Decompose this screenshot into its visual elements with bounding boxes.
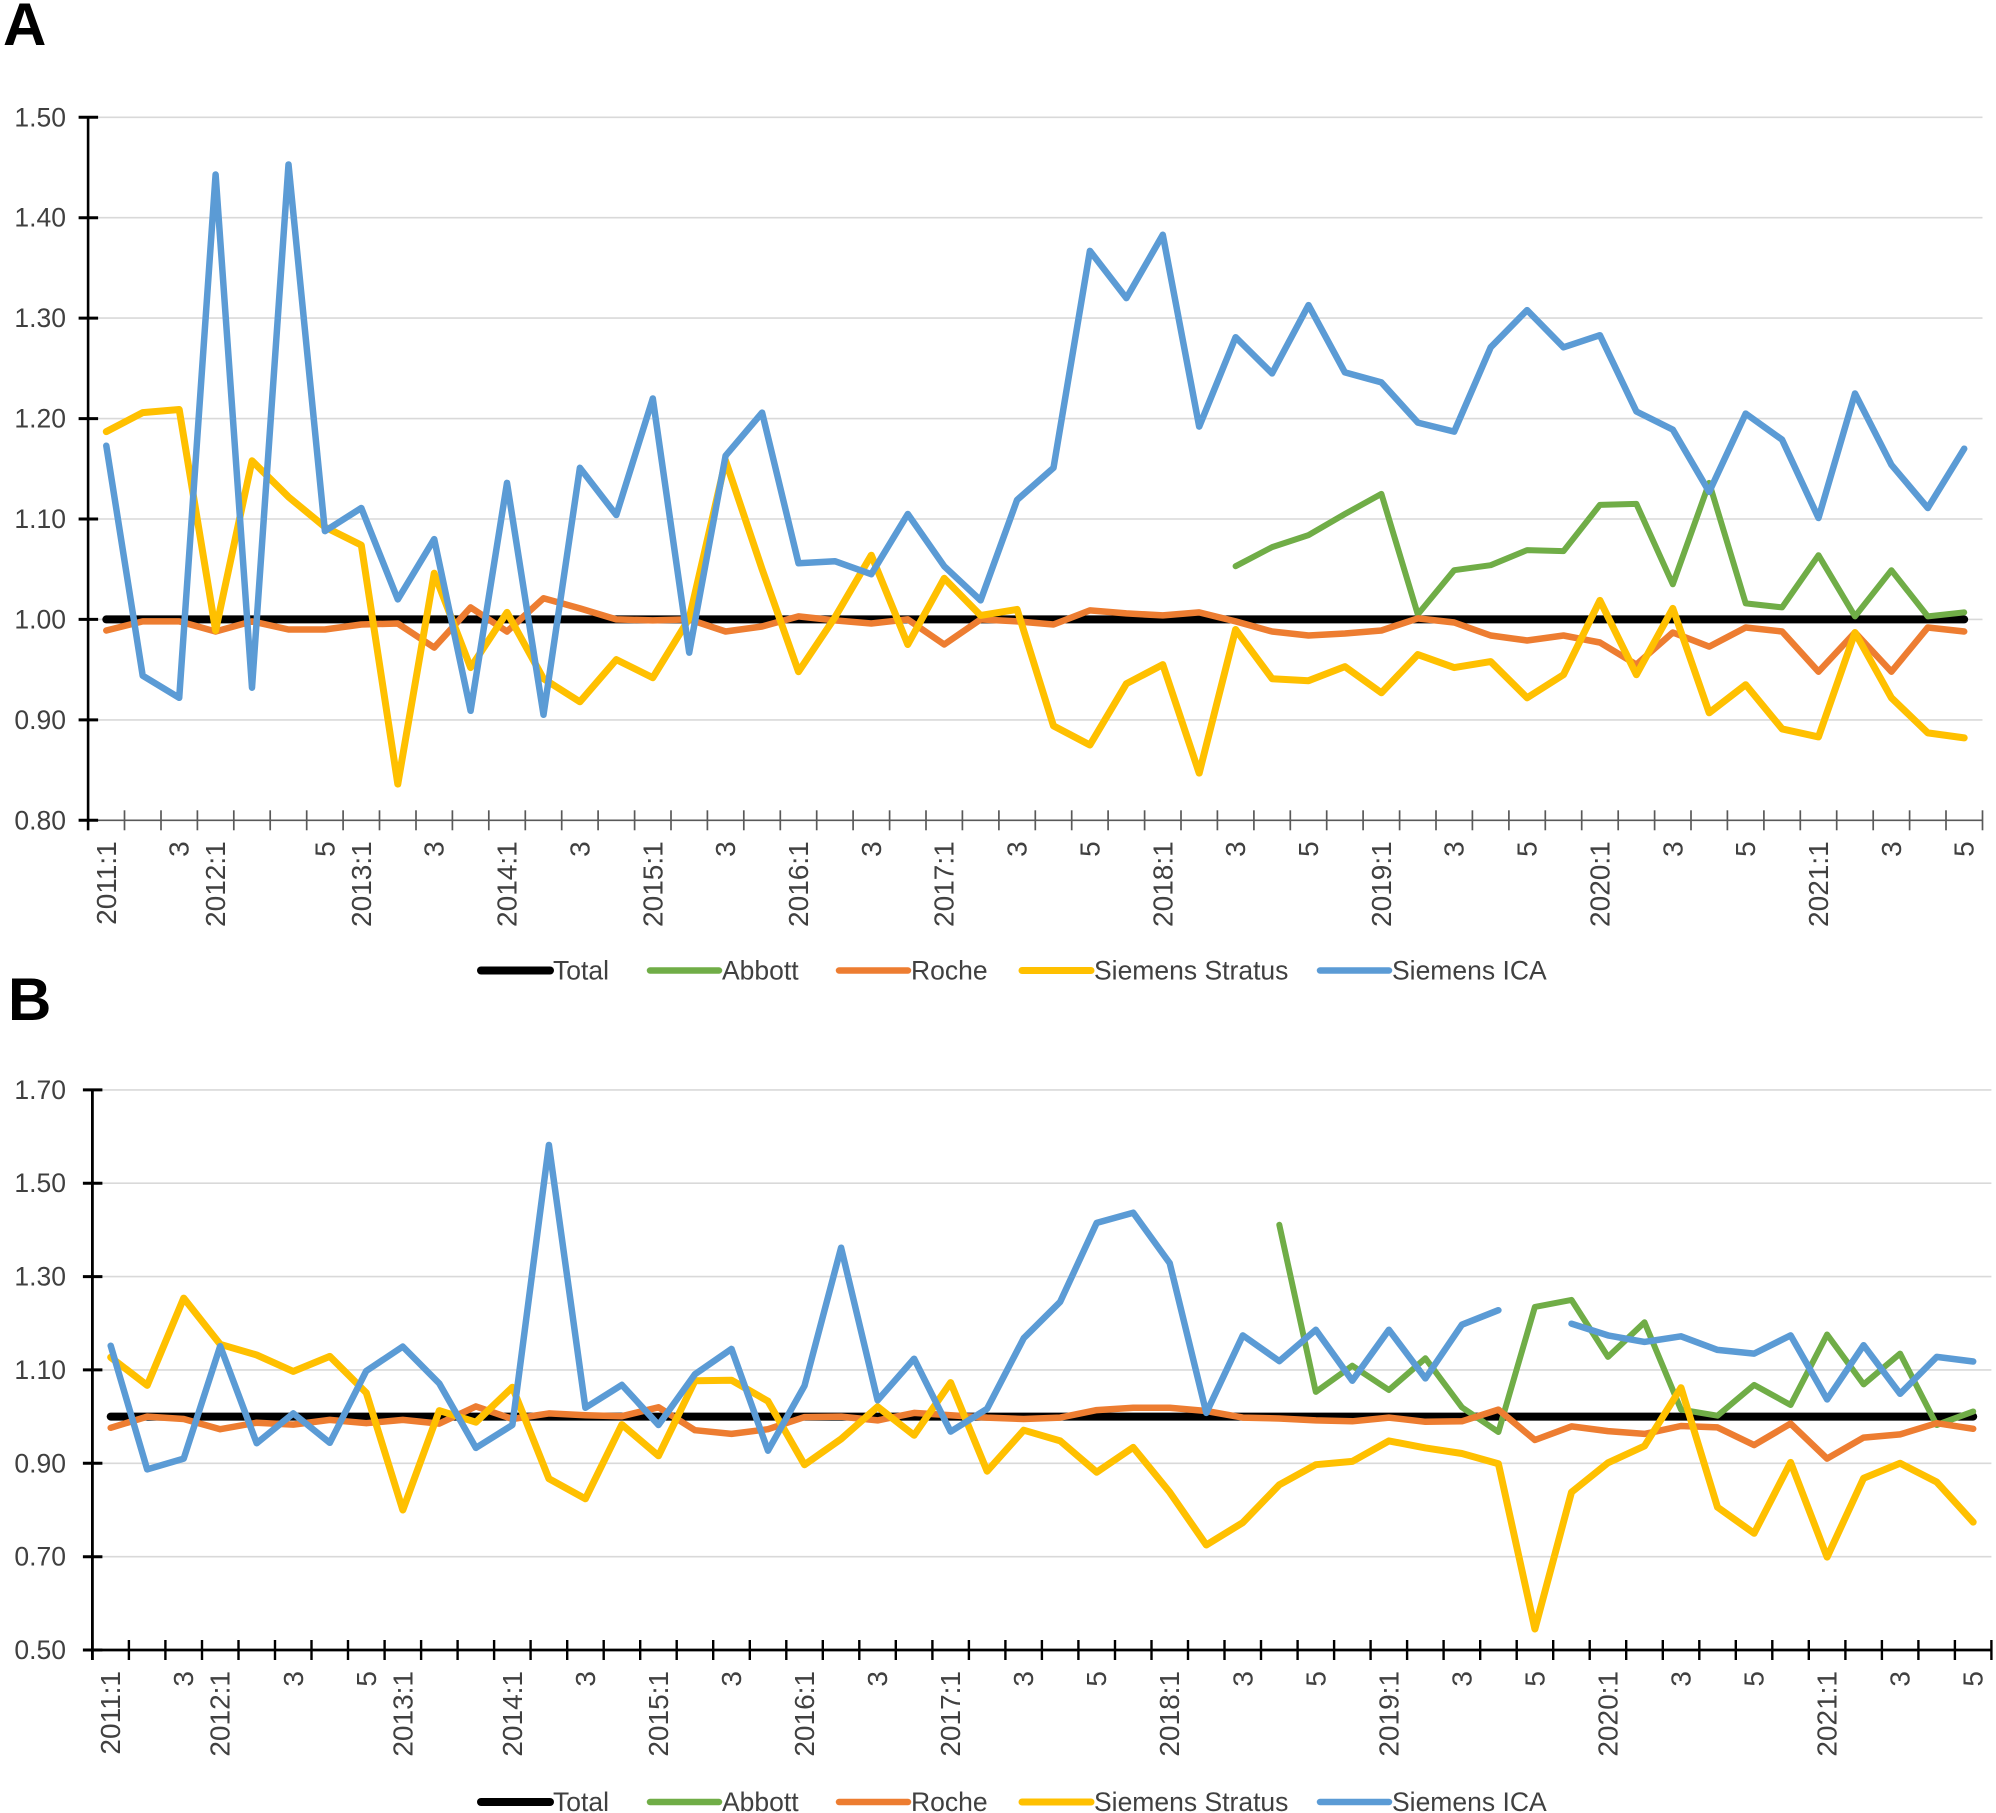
svg-text:3: 3 [1657, 841, 1688, 857]
svg-text:5: 5 [1730, 841, 1761, 857]
svg-text:1.10: 1.10 [14, 1355, 66, 1385]
svg-text:3: 3 [1666, 1671, 1697, 1687]
svg-text:2013:1: 2013:1 [346, 841, 377, 927]
svg-text:2015:1: 2015:1 [643, 1671, 674, 1757]
svg-text:2015:1: 2015:1 [637, 841, 668, 927]
svg-text:2017:1: 2017:1 [929, 841, 960, 927]
svg-text:5: 5 [1949, 841, 1980, 857]
svg-text:1.30: 1.30 [14, 1262, 66, 1292]
svg-text:3: 3 [1885, 1671, 1916, 1687]
svg-text:2021:1: 2021:1 [1803, 841, 1834, 927]
svg-text:2016:1: 2016:1 [783, 841, 814, 927]
svg-text:5: 5 [1512, 841, 1543, 857]
svg-text:3: 3 [862, 1671, 893, 1687]
svg-text:Total: Total [553, 1787, 609, 1813]
svg-text:1.10: 1.10 [14, 504, 66, 534]
svg-text:2014:1: 2014:1 [497, 1671, 528, 1757]
svg-text:1.40: 1.40 [14, 203, 66, 233]
svg-text:Abbott: Abbott [722, 956, 799, 986]
svg-text:3: 3 [1439, 841, 1470, 857]
svg-text:5: 5 [309, 841, 340, 857]
svg-text:5: 5 [1739, 1671, 1770, 1687]
svg-text:B: B [8, 966, 51, 1033]
svg-text:A: A [3, 0, 46, 58]
svg-text:Abbott: Abbott [722, 1787, 799, 1813]
svg-text:3: 3 [856, 841, 887, 857]
svg-text:3: 3 [1008, 1671, 1039, 1687]
svg-text:2018:1: 2018:1 [1154, 1671, 1185, 1757]
svg-text:2014:1: 2014:1 [492, 841, 523, 927]
svg-text:2020:1: 2020:1 [1584, 841, 1615, 927]
svg-text:3: 3 [278, 1671, 309, 1687]
svg-text:0.50: 0.50 [14, 1635, 66, 1665]
svg-text:2019:1: 2019:1 [1373, 1671, 1404, 1757]
svg-text:2011:1: 2011:1 [91, 841, 122, 925]
svg-text:3: 3 [419, 841, 450, 857]
svg-text:3: 3 [716, 1671, 747, 1687]
svg-text:Siemens ICA: Siemens ICA [1392, 1787, 1547, 1813]
svg-text:Roche: Roche [911, 1787, 988, 1813]
svg-text:3: 3 [570, 1671, 601, 1687]
svg-text:2020:1: 2020:1 [1593, 1671, 1624, 1757]
svg-text:2019:1: 2019:1 [1366, 841, 1397, 927]
svg-text:1.20: 1.20 [14, 404, 66, 434]
svg-text:3: 3 [1227, 1671, 1258, 1687]
svg-text:3: 3 [168, 1671, 199, 1687]
svg-text:5: 5 [1300, 1671, 1331, 1687]
svg-text:2011:1: 2011:1 [95, 1671, 126, 1755]
svg-text:2021:1: 2021:1 [1812, 1671, 1843, 1757]
svg-text:3: 3 [710, 841, 741, 857]
svg-text:5: 5 [351, 1671, 382, 1687]
svg-text:0.80: 0.80 [14, 805, 66, 835]
svg-text:1.00: 1.00 [14, 604, 66, 634]
svg-text:Roche: Roche [911, 956, 988, 986]
svg-text:Total: Total [553, 956, 609, 986]
svg-text:2012:1: 2012:1 [200, 841, 231, 927]
svg-text:5: 5 [1081, 1671, 1112, 1687]
svg-text:1.70: 1.70 [14, 1075, 66, 1105]
svg-text:1.30: 1.30 [14, 303, 66, 333]
svg-text:2016:1: 2016:1 [789, 1671, 820, 1757]
svg-text:Siemens Stratus: Siemens Stratus [1094, 956, 1288, 986]
svg-text:3: 3 [1876, 841, 1907, 857]
svg-text:5: 5 [1958, 1671, 1989, 1687]
svg-text:2012:1: 2012:1 [205, 1671, 236, 1757]
svg-text:5: 5 [1074, 841, 1105, 857]
svg-text:Siemens Stratus: Siemens Stratus [1094, 1787, 1288, 1813]
svg-text:2017:1: 2017:1 [935, 1671, 966, 1757]
svg-text:1.50: 1.50 [14, 1168, 66, 1198]
svg-text:3: 3 [564, 841, 595, 857]
svg-text:5: 5 [1293, 841, 1324, 857]
svg-text:1.50: 1.50 [14, 102, 66, 132]
svg-text:2018:1: 2018:1 [1147, 841, 1178, 927]
svg-text:2013:1: 2013:1 [387, 1671, 418, 1757]
svg-text:3: 3 [1002, 841, 1033, 857]
svg-text:5: 5 [1519, 1671, 1550, 1687]
svg-text:3: 3 [164, 841, 195, 857]
svg-text:0.90: 0.90 [14, 705, 66, 735]
svg-text:3: 3 [1446, 1671, 1477, 1687]
svg-text:Siemens ICA: Siemens ICA [1392, 956, 1547, 986]
svg-text:3: 3 [1220, 841, 1251, 857]
svg-text:0.70: 0.70 [14, 1542, 66, 1572]
svg-text:0.90: 0.90 [14, 1448, 66, 1478]
